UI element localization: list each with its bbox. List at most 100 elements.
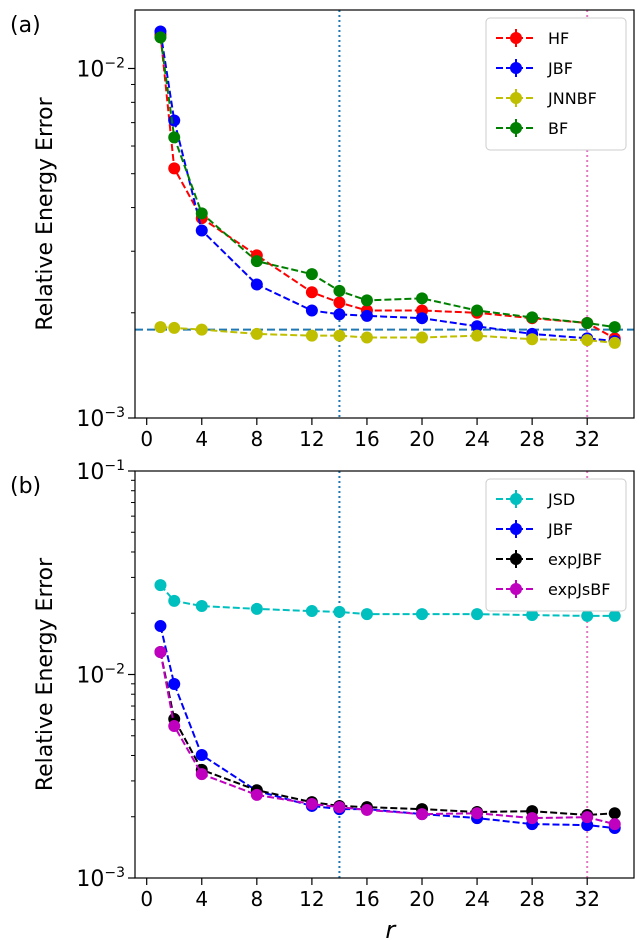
data-point [526, 812, 539, 825]
data-point [195, 224, 208, 237]
data-point [581, 334, 594, 347]
x-tick-label: 24 [464, 427, 489, 451]
x-tick-label: 4 [195, 427, 208, 451]
data-point [471, 304, 484, 317]
data-point [526, 333, 539, 346]
legend-marker [510, 493, 522, 505]
data-point [154, 620, 167, 633]
x-tick-label: 8 [250, 887, 263, 911]
data-point [195, 323, 208, 336]
data-point [168, 321, 181, 334]
data-point [168, 594, 181, 607]
data-point [333, 329, 346, 342]
data-point [333, 605, 346, 618]
data-point [168, 162, 181, 175]
x-tick-label: 0 [140, 427, 153, 451]
legend-marker [510, 32, 522, 44]
data-point [305, 286, 318, 299]
data-point [360, 331, 373, 344]
legend-label: JNNBF [547, 89, 597, 108]
x-tick-label: 28 [519, 887, 544, 911]
data-point [416, 292, 429, 305]
y-axis-label: Relative Energy Error [33, 96, 58, 330]
x-tick-label: 20 [409, 427, 434, 451]
x-tick-label: 32 [574, 427, 599, 451]
legend-label: JSD [547, 490, 575, 509]
data-point [195, 207, 208, 220]
data-point [360, 294, 373, 307]
x-tick-label: 12 [299, 887, 324, 911]
data-point [154, 645, 167, 658]
data-point [608, 321, 621, 334]
legend-box [485, 478, 627, 612]
data-point [608, 807, 621, 820]
data-point [305, 304, 318, 317]
data-point [333, 801, 346, 814]
data-point [526, 609, 539, 622]
data-point [195, 768, 208, 781]
x-tick-label: 12 [299, 427, 324, 451]
y-axis-label: Relative Energy Error [33, 557, 58, 791]
data-point [195, 749, 208, 762]
plot-frame [134, 470, 635, 879]
data-point [471, 807, 484, 820]
legend-label: BF [548, 119, 568, 138]
legend-label: expJBF [548, 550, 602, 569]
data-point [333, 284, 346, 297]
x-tick-label: 8 [250, 427, 263, 451]
data-point [333, 308, 346, 321]
x-tick-label: 24 [464, 887, 489, 911]
y-tick-label: 10−1 [76, 458, 125, 485]
data-point [250, 602, 263, 615]
legend-label: JBF [547, 520, 573, 539]
x-tick-label: 16 [354, 887, 379, 911]
data-point [154, 321, 167, 334]
y-tick-label: 10−2 [76, 662, 125, 689]
y-tick-label: 10−3 [76, 405, 125, 432]
data-point [581, 811, 594, 824]
panel-label: (a) [10, 13, 41, 38]
data-point [360, 309, 373, 322]
x-tick-label: 20 [409, 887, 434, 911]
legend: JSD JBF expJBF expJsBF [485, 478, 627, 612]
data-point [360, 608, 373, 621]
x-tick-label: 0 [140, 887, 153, 911]
data-point [250, 788, 263, 801]
data-point [168, 114, 181, 127]
series-line [159, 651, 615, 826]
data-point [305, 268, 318, 281]
legend-box [485, 17, 627, 151]
series-line [159, 625, 615, 830]
data-point [305, 329, 318, 342]
y-tick-label: 10−3 [76, 865, 125, 892]
x-tick-label: 4 [195, 887, 208, 911]
x-tick-label: 32 [574, 887, 599, 911]
plot-frame [134, 9, 635, 419]
legend-marker [510, 583, 522, 595]
data-point [581, 316, 594, 329]
data-point [195, 600, 208, 613]
data-point [305, 605, 318, 618]
legend-marker [510, 553, 522, 565]
data-point [471, 329, 484, 342]
panel: 10−3 10−2 0 4 8 12 16 20 24 28 32 (a) Relative Energ… [10, 9, 635, 451]
legend-label: JBF [547, 59, 573, 78]
legend-marker [510, 92, 522, 104]
legend: HF JBF JNNBF BF [485, 17, 627, 151]
x-axis-label: r [385, 916, 397, 941]
data-point [360, 803, 373, 816]
data-point [168, 720, 181, 733]
data-point [168, 678, 181, 691]
legend-marker [510, 523, 522, 535]
series-line [159, 651, 615, 816]
data-point [250, 327, 263, 340]
data-point [250, 278, 263, 291]
data-point [416, 608, 429, 621]
data-point [471, 608, 484, 621]
data-point [608, 818, 621, 831]
data-point [168, 131, 181, 144]
data-point [526, 311, 539, 324]
data-point [154, 579, 167, 592]
